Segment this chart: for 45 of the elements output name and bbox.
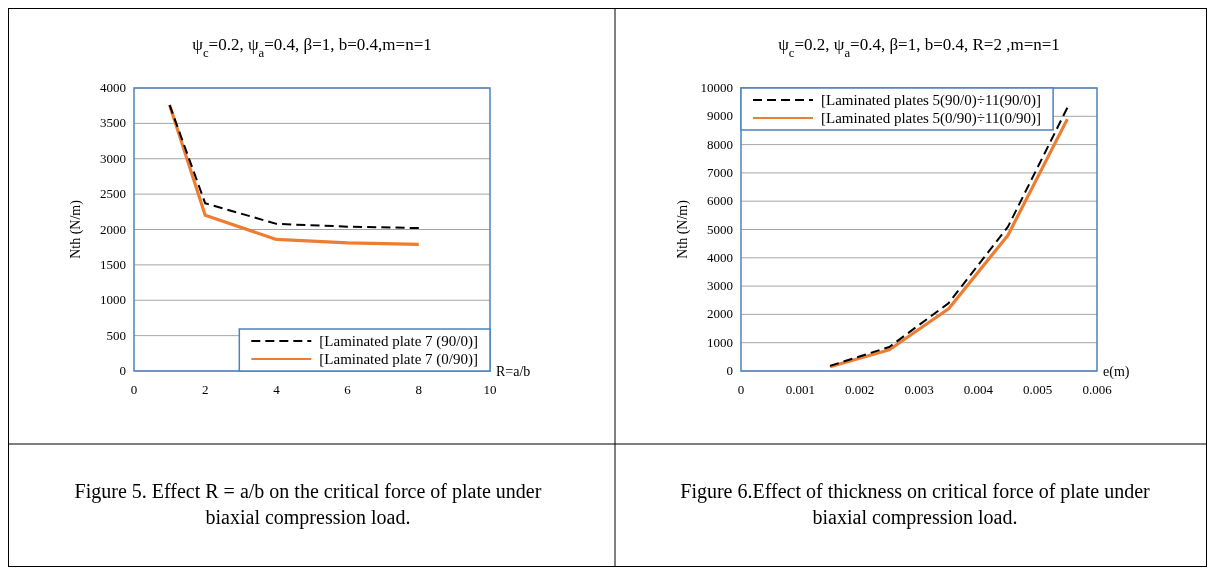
x-tick-label: 8 (415, 382, 423, 397)
y-tick-label: 8000 (707, 136, 733, 152)
x-axis-title: R=a/b (496, 364, 531, 379)
legend-label: [Laminated plate 7 (90/0)] (319, 333, 478, 350)
x-tick-label: 0 (737, 382, 745, 397)
x-axis-title: e(m) (1103, 364, 1130, 380)
y-tick-label: 0 (726, 363, 733, 378)
chart-title: ψ$_{c}$=0.2, ψ$_{a}$=0.4, β=1, b=0.4, R=2 ,m=n=1 (778, 35, 1060, 60)
x-tick-label: 0.002 (845, 382, 875, 397)
y-tick-label: 4000 (707, 249, 733, 265)
y-tick-label: 10000 (700, 80, 733, 95)
x-tick-label: 6 (344, 382, 352, 397)
y-tick-label: 4000 (100, 80, 126, 95)
x-tick-label: 2 (201, 382, 209, 397)
x-tick-label: 0 (130, 382, 138, 397)
legend-label: [Laminated plate 7 (0/90)] (319, 351, 478, 368)
x-tick-label: 0.005 (1023, 382, 1053, 397)
chart-title: ψ$_{c}$=0.2, ψ$_{a}$=0.4, β=1, b=0.4,m=n=1 (192, 35, 432, 60)
x-tick-label: 0.004 (963, 382, 994, 397)
caption: Figure 5. Effect R = a/b on the critical force of plate under biaxial compression load. (74, 480, 542, 529)
y-tick-label: 5000 (707, 221, 733, 237)
y-tick-label: 2000 (100, 221, 126, 237)
y-tick-label: 1000 (707, 334, 733, 350)
y-tick-label: 3000 (707, 278, 733, 294)
y-tick-label: 2500 (100, 186, 126, 202)
y-axis-title: Nth (N/m) (68, 199, 84, 259)
y-tick-label: 500 (106, 327, 126, 343)
y-tick-label: 7000 (707, 164, 733, 180)
y-axis-title: Nth (N/m) (675, 199, 691, 259)
y-tick-label: 2000 (707, 306, 733, 322)
y-tick-label: 0 (119, 363, 126, 378)
y-tick-label: 3000 (100, 150, 126, 166)
x-tick-label: 4 (273, 382, 281, 397)
x-tick-label: 0.006 (1082, 382, 1113, 397)
legend-label: [Laminated plates 5(90/0)÷11(90/0)] (821, 92, 1042, 109)
caption: Figure 6.Effect of thickness on critical force of plate under biaxial compression load. (680, 480, 1151, 529)
y-tick-label: 3500 (100, 115, 126, 131)
x-tick-label: 10 (483, 382, 497, 397)
x-tick-label: 0.001 (785, 382, 815, 397)
y-tick-label: 6000 (707, 193, 733, 209)
y-tick-label: 1500 (100, 256, 126, 272)
y-tick-label: 9000 (707, 108, 733, 124)
x-tick-label: 0.003 (904, 382, 934, 397)
legend-label: [Laminated plates 5(0/90)÷11(0/90)] (821, 110, 1042, 127)
y-tick-label: 1000 (100, 292, 126, 308)
